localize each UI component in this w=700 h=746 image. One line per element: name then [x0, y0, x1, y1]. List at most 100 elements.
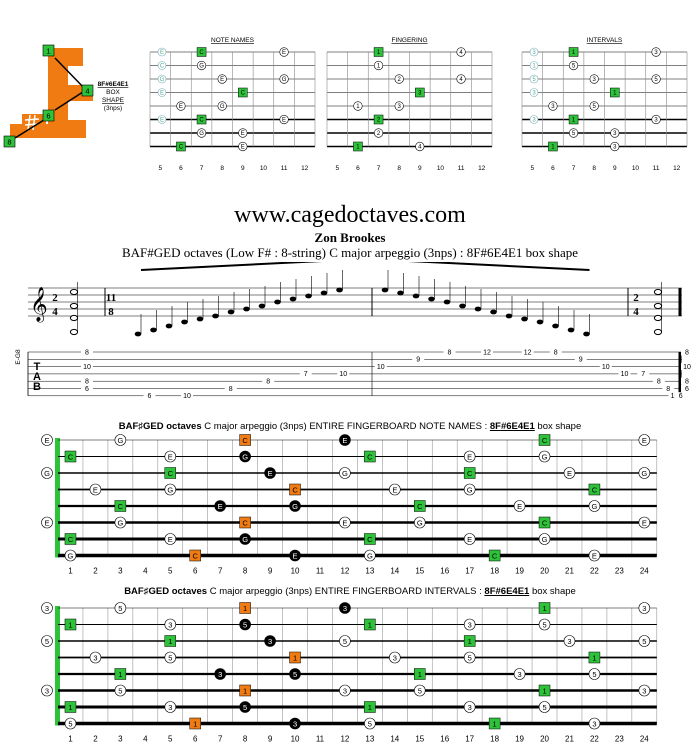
mini-fret-number: 6 — [551, 165, 555, 172]
note-label: C — [68, 535, 74, 544]
note — [538, 533, 551, 545]
mini-fret-number: 11 — [653, 165, 660, 172]
mini-note-label: G — [220, 104, 225, 110]
mini-note — [394, 101, 404, 111]
mini-note-label: E — [179, 104, 183, 110]
chord-note — [653, 288, 663, 296]
note — [463, 483, 476, 496]
note-head — [289, 296, 297, 302]
open-note-label: 5 — [45, 637, 49, 646]
root-note — [538, 516, 551, 529]
mini-open-label: E — [160, 118, 164, 124]
note — [638, 684, 651, 697]
tab-number-bg — [574, 355, 587, 363]
mini-fret-number: 12 — [673, 165, 681, 172]
note-label: E — [467, 535, 472, 544]
mini-root-note — [176, 141, 186, 152]
note-label: 5 — [68, 720, 72, 729]
chord-note — [653, 314, 663, 322]
note-head — [505, 313, 513, 319]
note-label: 5 — [642, 637, 646, 646]
fret-number: 1 — [68, 735, 73, 744]
mini-root-note — [353, 141, 363, 152]
mini-note-label: 4 — [459, 77, 463, 83]
note — [389, 651, 401, 664]
mini-fret-number: 11 — [458, 165, 465, 172]
root-note — [463, 467, 476, 479]
fret-number: 7 — [218, 567, 223, 576]
box-note — [289, 549, 301, 562]
tab-number: 10 — [377, 364, 385, 371]
root-note — [64, 533, 77, 545]
note — [64, 549, 77, 562]
note-label: E — [268, 469, 273, 478]
root-note — [588, 483, 601, 496]
box-root-note — [289, 483, 301, 496]
tab-number: 8 — [554, 349, 558, 356]
open-note-label: E — [44, 436, 49, 445]
note-head — [490, 309, 497, 315]
svg-text:8F#6E4E1: 8F#6E4E1 — [98, 81, 129, 88]
note-head — [212, 313, 219, 319]
mini-fret-number: 11 — [281, 165, 288, 172]
note — [638, 602, 651, 614]
mini-diagram-title: INTERVALS — [587, 37, 623, 44]
note-label: 3 — [567, 637, 571, 646]
note-head — [412, 293, 420, 299]
note-label: 3 — [168, 703, 172, 712]
mini-note — [373, 60, 384, 71]
note-head — [521, 316, 528, 322]
note-label: 1 — [493, 720, 497, 729]
mini-note-label: 1 — [613, 91, 617, 97]
fret-number: 23 — [615, 735, 624, 744]
note — [588, 668, 601, 680]
tab-number: 6 — [679, 393, 683, 400]
note-label: C — [292, 486, 298, 495]
time-signature-bottom: 4 — [633, 306, 639, 318]
note-label: E — [168, 535, 173, 544]
note-label: 1 — [542, 687, 546, 696]
tab-number: 10 — [602, 364, 610, 371]
tab-number: 10 — [83, 364, 91, 371]
note-label: E — [642, 436, 647, 445]
note — [114, 684, 127, 697]
nut — [55, 606, 60, 726]
fret-number: 1 — [68, 567, 73, 576]
note-label: 3 — [268, 637, 272, 646]
note-head — [181, 319, 188, 325]
tab-number-bg — [224, 385, 237, 392]
chord-note — [69, 328, 79, 336]
fret-number: 2 — [93, 567, 98, 576]
fret-number: 19 — [515, 567, 524, 576]
fretboard-intervals-title: BAF♯GED octaves C major arpeggio (3nps) … — [124, 586, 576, 597]
mini-open-label: E — [160, 50, 164, 56]
mini-open-label: C — [160, 64, 165, 70]
mini-root-note — [373, 114, 384, 125]
mini-note-label: 1 — [377, 50, 381, 56]
tab-number: 8 — [666, 386, 670, 393]
treble-clef-icon: 𝄞 — [30, 287, 48, 323]
note — [538, 618, 551, 631]
fret-number: 15 — [415, 735, 424, 744]
note — [389, 483, 401, 496]
fret-number: 13 — [365, 567, 374, 576]
chord-note — [69, 288, 79, 296]
mini-note — [456, 74, 466, 84]
mini-root-note — [568, 114, 579, 125]
beam — [140, 262, 323, 271]
note-label: G — [542, 535, 548, 544]
open-note — [41, 434, 53, 446]
root-note — [64, 450, 77, 463]
mini-note-label: 2 — [377, 118, 381, 124]
mini-open-label: 5 — [532, 77, 536, 83]
mini-note — [279, 74, 289, 84]
mini-open-label: G — [160, 77, 165, 83]
note — [89, 651, 102, 664]
note-label: E — [218, 502, 223, 511]
box-note — [214, 500, 226, 512]
note-label: 3 — [468, 621, 472, 630]
nut — [55, 438, 60, 558]
